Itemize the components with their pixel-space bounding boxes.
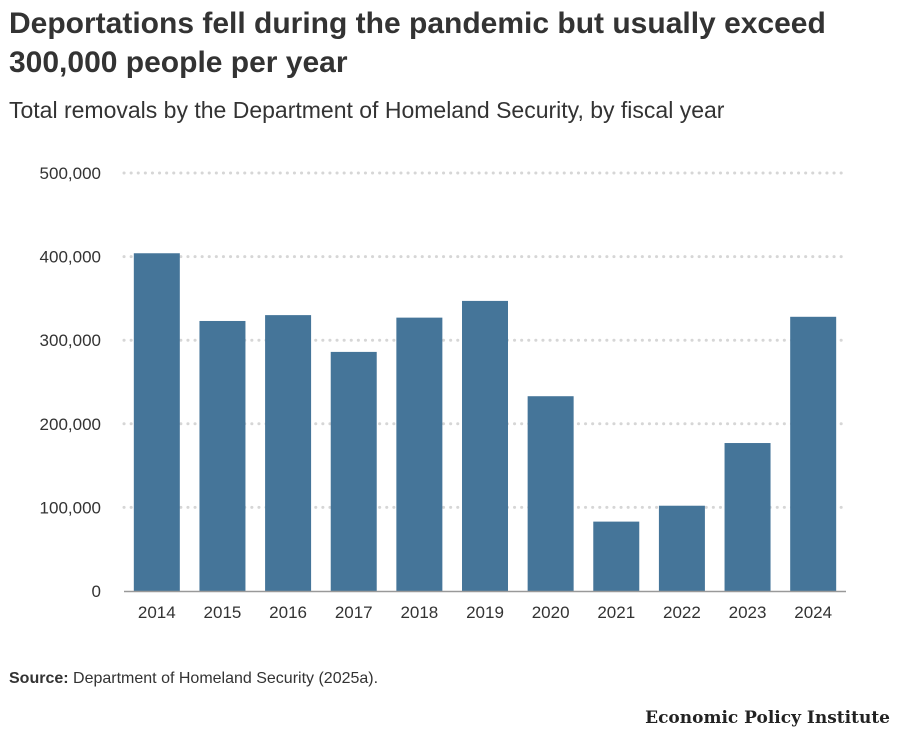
x-tick-label: 2018: [400, 603, 438, 622]
bar-2021: [593, 521, 640, 591]
y-tick-label: 200,000: [40, 415, 101, 434]
bar-2018: [396, 317, 443, 591]
source-note: Source: Department of Homeland Security …: [9, 668, 378, 690]
y-tick-label: 100,000: [40, 498, 101, 517]
y-tick-label: 0: [92, 582, 101, 601]
bar-2014: [133, 253, 180, 592]
bar-chart: 0 100,000 200,000 300,000 400,000 500,000 201…: [40, 164, 848, 622]
bar-2022: [658, 505, 705, 591]
y-axis-tick-labels: 0 100,000 200,000 300,000 400,000 500,000: [40, 164, 101, 601]
chart-subtitle: Total removals by the Department of Home…: [9, 97, 725, 123]
x-tick-label: 2022: [663, 603, 701, 622]
source-label: Source:: [9, 670, 69, 687]
x-tick-label: 2017: [335, 603, 373, 622]
x-tick-label: 2015: [204, 603, 242, 622]
x-tick-label: 2014: [138, 603, 176, 622]
x-tick-label: 2020: [532, 603, 570, 622]
y-tick-label: 400,000: [40, 248, 101, 267]
chart-title: Deportations fell during the pandemic bu…: [9, 7, 826, 79]
y-tick-label: 300,000: [40, 331, 101, 350]
bars: [133, 253, 837, 592]
brand-logo-text: Economic Policy Institute: [645, 708, 890, 728]
y-tick-label: 500,000: [40, 164, 101, 183]
x-tick-label: 2019: [466, 603, 504, 622]
x-tick-label: 2023: [729, 603, 767, 622]
bar-2016: [265, 315, 312, 591]
bar-2024: [790, 316, 837, 591]
x-tick-label: 2021: [597, 603, 635, 622]
source-text: Department of Homeland Security (2025a).: [73, 670, 379, 687]
bar-2019: [462, 300, 508, 591]
bar-2023: [724, 443, 771, 591]
x-tick-label: 2016: [269, 603, 307, 622]
bar-2015: [199, 320, 246, 591]
bar-2017: [330, 351, 377, 591]
bar-2020: [527, 396, 574, 591]
x-axis-tick-labels: 2014 2015 2016 2017 2018 2019 2020 2021 2022 2023…: [138, 603, 832, 622]
x-tick-label: 2024: [794, 603, 832, 622]
